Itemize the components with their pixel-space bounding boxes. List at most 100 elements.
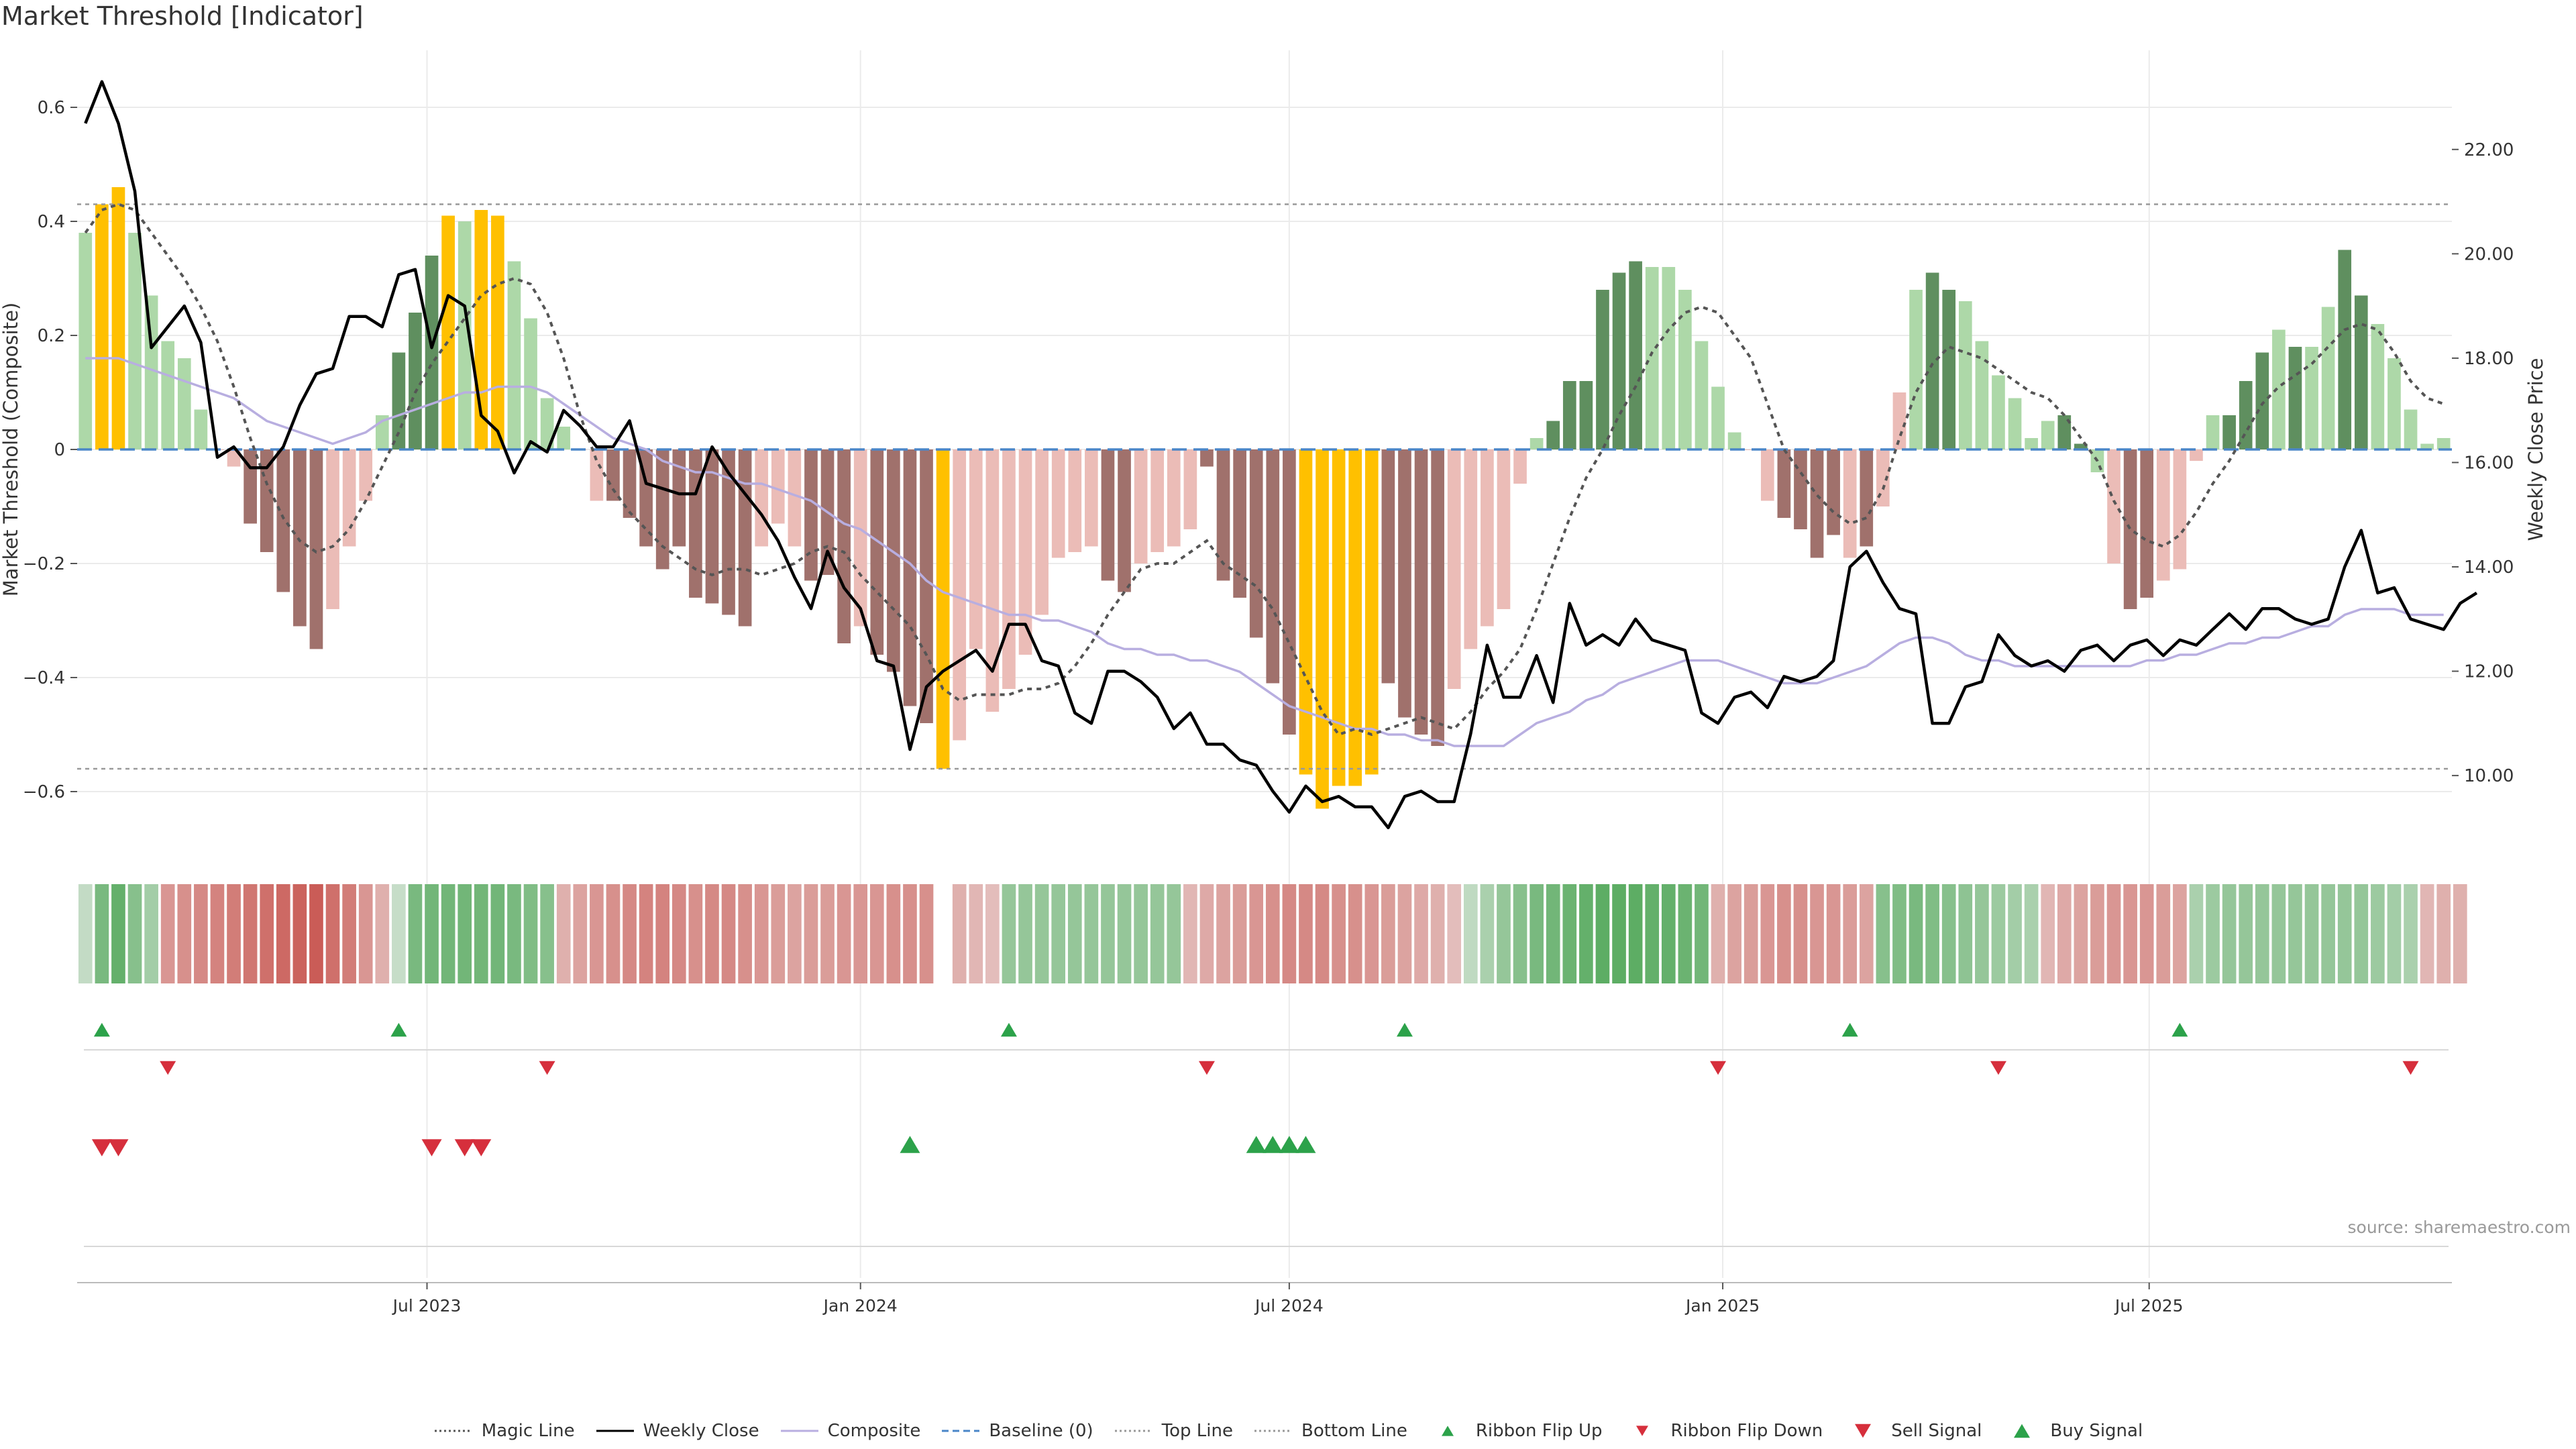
composite-bar [2206, 415, 2220, 449]
composite-bar [78, 233, 93, 449]
ribbon-cell [1348, 884, 1362, 983]
ribbon-cell [127, 884, 142, 983]
legend-item: Baseline (0) [941, 1421, 1093, 1441]
ribbon-cell [325, 884, 340, 983]
legend-label: Ribbon Flip Down [1670, 1421, 1823, 1441]
ribbon-cell [1777, 884, 1791, 983]
ribbon-cell [1941, 884, 1956, 983]
composite-bar [2025, 438, 2038, 449]
composite-bar [2107, 449, 2121, 564]
y-left-tick-label: −0.2 [23, 554, 65, 574]
composite-bar [2305, 347, 2318, 449]
buy-signal-marker [900, 1136, 920, 1153]
composite-bar [788, 449, 802, 547]
ribbon-cell [408, 884, 423, 983]
ribbon-cell [1249, 884, 1264, 983]
legend-swatch [1254, 1430, 1292, 1432]
composite-bar [672, 449, 686, 547]
composite-bar [342, 449, 356, 547]
legend-item: Buy Signal [2002, 1421, 2143, 1441]
composite-bar [1662, 267, 1676, 449]
ribbon-cell [623, 884, 637, 983]
composite-bar [623, 449, 637, 518]
ribbon-cell [2404, 884, 2418, 983]
composite-bar [903, 449, 917, 706]
composite-bar [1860, 449, 1874, 547]
y-right-tick-label: 18.00 [2464, 349, 2514, 369]
composite-bar [177, 358, 191, 449]
composite-bar [128, 233, 142, 449]
composite-bar [227, 449, 241, 467]
composite-bar [1612, 272, 1626, 449]
ribbon-cell [292, 884, 307, 983]
ribbon-cell [1018, 884, 1032, 983]
ribbon-cell [1051, 884, 1066, 983]
ribbon-flip-up-marker [1396, 1022, 1413, 1037]
ribbon-cell [1150, 884, 1165, 983]
y-left-tick-label: 0 [54, 440, 65, 460]
y-left-tick-label: −0.6 [23, 782, 65, 802]
composite-bar [2222, 415, 2236, 449]
legend-label: Ribbon Flip Up [1475, 1421, 1603, 1441]
ribbon-cell [919, 884, 934, 983]
composite-bar [111, 187, 125, 449]
ribbon-cell [276, 884, 290, 983]
sell-signal-marker [108, 1139, 129, 1157]
sell-signal-marker [91, 1139, 112, 1157]
legend-label: Weekly Close [643, 1421, 759, 1441]
composite-bar [161, 341, 175, 449]
composite-bar [1695, 341, 1709, 449]
composite-bar [1447, 449, 1461, 689]
magic-line [84, 203, 2445, 737]
ribbon-cell [1513, 884, 1527, 983]
ribbon-cell [590, 884, 604, 983]
legend-swatch [1636, 1426, 1649, 1436]
ribbon-cell [1430, 884, 1445, 983]
ribbon-cell [95, 884, 109, 983]
ribbon-flip-up-marker [1841, 1022, 1858, 1037]
ribbon-cell [556, 884, 571, 983]
chart-title: Market Threshold [Indicator] [1, 1, 364, 31]
ribbon-flip-up-marker [93, 1022, 110, 1037]
ribbon-cell [1332, 884, 1346, 983]
y-left-tick-label: −0.4 [23, 668, 65, 688]
ribbon-cell [78, 884, 93, 983]
ribbon-cell [771, 884, 786, 983]
ribbon-cell [886, 884, 901, 983]
sell-signal-marker [454, 1139, 475, 1157]
composite-bar [1150, 449, 1165, 552]
ribbon-cell [1661, 884, 1676, 983]
y-right-tick-label: 16.00 [2464, 453, 2514, 473]
composite-bar [2404, 409, 2418, 449]
ribbon-cell [1546, 884, 1560, 983]
composite-bar [293, 449, 307, 627]
composite-bar [276, 449, 290, 592]
composite-bar [557, 427, 571, 449]
composite-smoothed-line [85, 357, 2444, 747]
ribbon-cell [1826, 884, 1841, 983]
composite-bar [1381, 449, 1395, 684]
composite-bar [1909, 290, 1923, 449]
composite-bar [1711, 386, 1725, 449]
composite-bar [1316, 449, 1329, 809]
ribbon-cell [1628, 884, 1643, 983]
ribbon-cell [1315, 884, 1330, 983]
ribbon-flip-down-marker [2402, 1061, 2419, 1075]
composite-bar [1249, 449, 1263, 638]
composite-bar [540, 398, 554, 449]
legend-label: Baseline (0) [989, 1421, 1093, 1441]
composite-bar [1827, 449, 1840, 535]
composite-bar [771, 449, 785, 524]
chart-legend: Magic Line Weekly Close Composite Baseline … [0, 1421, 2576, 1441]
ribbon-cell [1843, 884, 1858, 983]
ribbon-cell [1743, 884, 1758, 983]
ribbon-cell [1463, 884, 1478, 983]
ribbon-cell [1364, 884, 1379, 983]
composite-bar [2354, 295, 2368, 449]
composite-bar [1744, 449, 1758, 450]
ribbon-cell [1711, 884, 1725, 983]
ribbon-cell [490, 884, 505, 983]
composite-bar [194, 409, 208, 449]
composite-bar [870, 449, 884, 655]
